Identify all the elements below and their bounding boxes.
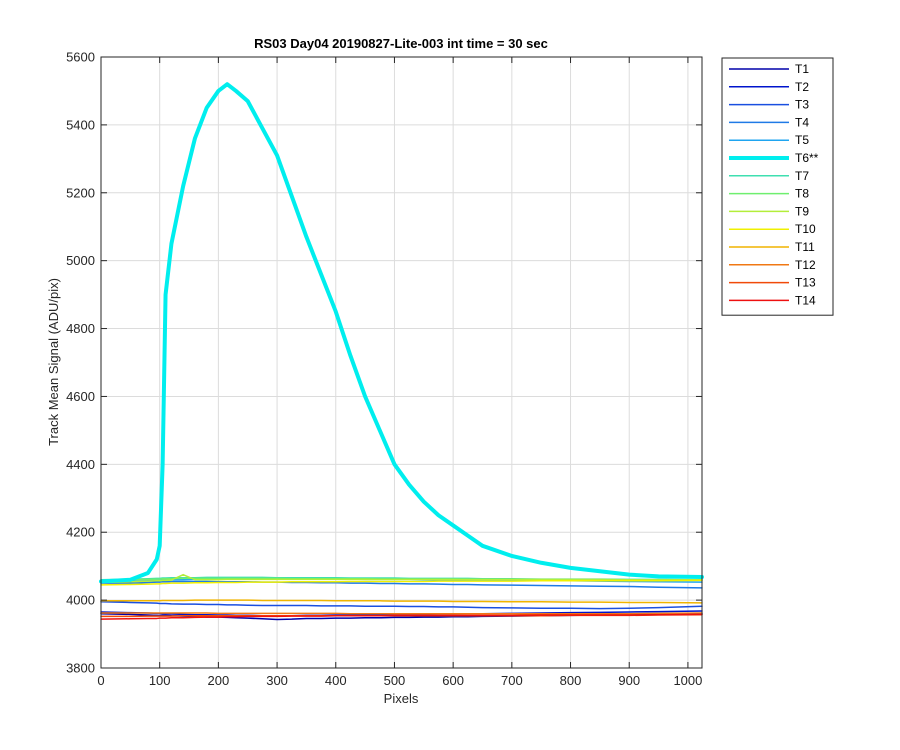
y-tick-label: 5200: [66, 185, 95, 200]
x-tick-label: 300: [266, 673, 288, 688]
y-tick-label: 5600: [66, 50, 95, 65]
series-line-t12: [100, 612, 703, 615]
y-tick-label: 4000: [66, 593, 95, 608]
x-tick-label: 400: [325, 673, 347, 688]
x-tick-label: 900: [618, 673, 640, 688]
y-tick-label: 4600: [66, 389, 95, 404]
legend-label: T13: [795, 276, 816, 290]
series-line-t6: [99, 82, 704, 584]
x-tick-label: 1000: [673, 673, 702, 688]
legend-label: T7: [795, 169, 809, 183]
chart-title: RS03 Day04 20190827-Lite-003 int time = …: [254, 36, 548, 51]
y-tick-label: 4400: [66, 457, 95, 472]
legend-label: T2: [795, 80, 809, 94]
y-tick-label: 5000: [66, 253, 95, 268]
axis-ticks: 0 100 200 300 400 500 600 700 800 900 1000 3800 4000…: [66, 50, 702, 689]
legend-label: T9: [795, 204, 809, 218]
series-line-t10: [100, 579, 703, 586]
legend-label: T8: [795, 187, 809, 201]
x-tick-label: 0: [97, 673, 104, 688]
series-line-t14: [100, 613, 703, 620]
x-tick-label: 200: [208, 673, 230, 688]
x-tick-label: 600: [442, 673, 464, 688]
series-lines: [99, 82, 704, 621]
y-tick-label: 3800: [66, 661, 95, 676]
legend: T1 T2 T3 T4 T5 T6** T7 T8 T9 T10 T11 T12 T13 T14: [721, 57, 834, 316]
legend-label: T1: [795, 62, 809, 76]
x-tick-label: 800: [560, 673, 582, 688]
series-line-t4: [100, 580, 703, 589]
y-axis-label: Track Mean Signal (ADU/pix): [46, 278, 61, 446]
y-tick-label: 5400: [66, 117, 95, 132]
legend-label: T11: [795, 240, 815, 254]
y-tick-label: 4800: [66, 321, 95, 336]
series-line-t9: [100, 573, 703, 584]
legend-label: T6**: [795, 151, 819, 165]
x-tick-label: 700: [501, 673, 523, 688]
x-tick-label: 100: [149, 673, 171, 688]
legend-label: T3: [795, 98, 809, 112]
legend-label: T10: [795, 222, 816, 236]
series-line-t11: [100, 599, 703, 604]
x-tick-label: 500: [384, 673, 406, 688]
series-line-t3: [100, 601, 703, 610]
grid: [100, 56, 702, 669]
legend-label: T14: [795, 293, 816, 307]
legend-label: T5: [795, 133, 809, 147]
y-tick-label: 4200: [66, 525, 95, 540]
legend-label: T12: [795, 258, 816, 272]
plot-frame: [100, 56, 703, 669]
x-axis-label: Pixels: [384, 691, 419, 706]
legend-box: [721, 57, 834, 316]
legend-label: T4: [795, 115, 809, 129]
